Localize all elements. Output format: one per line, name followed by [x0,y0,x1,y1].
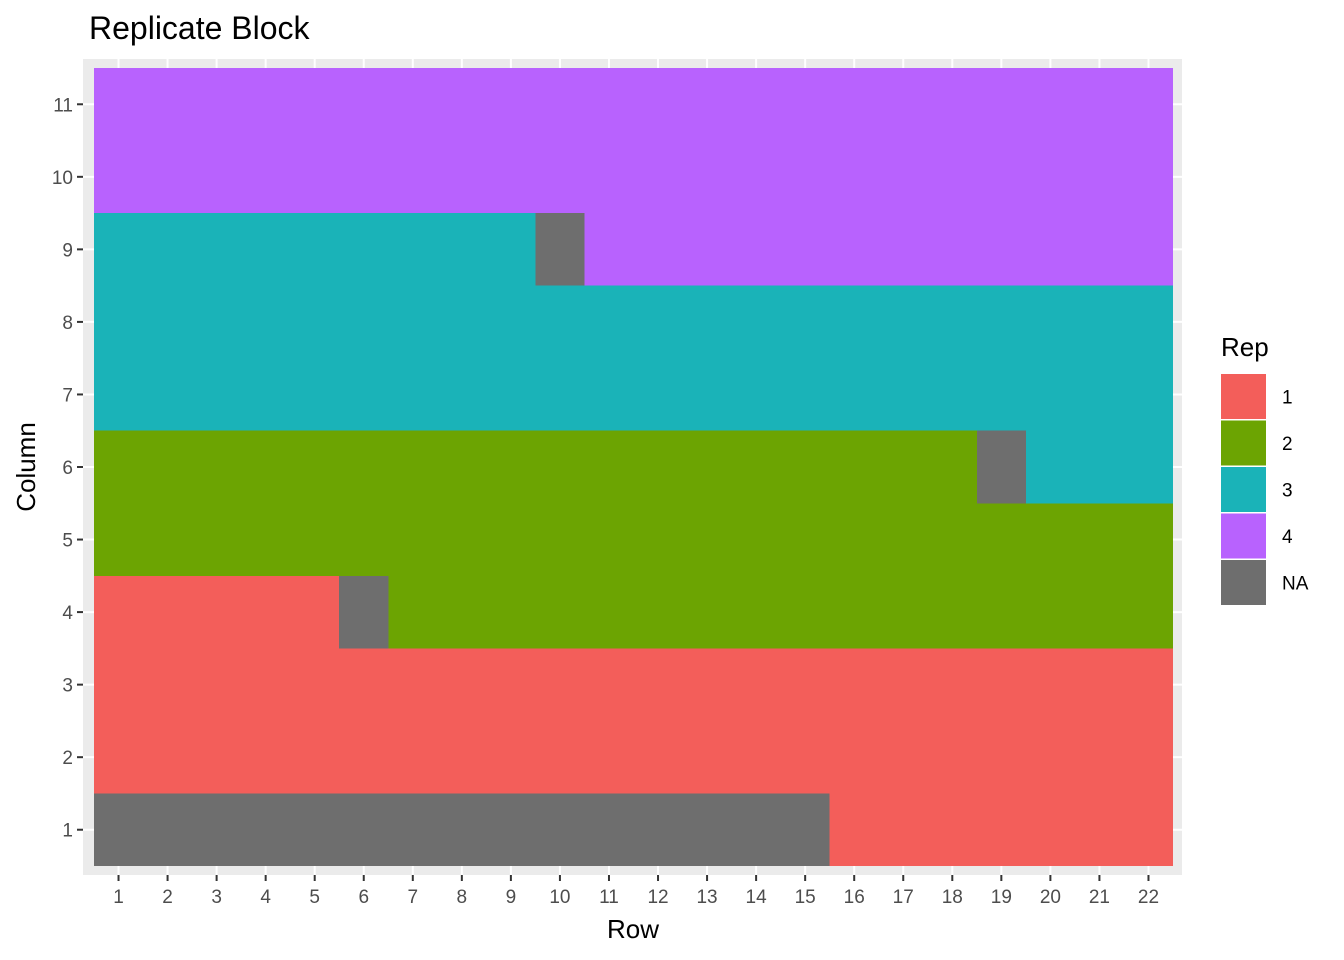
legend-label: 2 [1282,434,1293,455]
x-tick-label: 3 [211,887,222,908]
x-axis: 1 2 3 4 5 6 7 8 9 10 11 12 13 14 15 16 17 18 19 20 21 22 [113,875,1159,908]
x-tick-label: 17 [893,887,914,908]
legend-key-4 [1221,513,1266,559]
legend-label: 1 [1282,388,1293,409]
x-tick-label: 18 [942,887,963,908]
y-tick-label: 9 [62,240,73,261]
legend-label: 3 [1282,481,1293,502]
x-tick-label: 19 [991,887,1012,908]
heatmap-cell-rep-na [339,575,389,649]
legend: Rep 1 2 3 4 NA [1221,332,1309,605]
x-tick-label: 1 [113,887,124,908]
heatmap-cell-rep-na [94,793,830,866]
heatmap-cell-rep-3 [94,285,1173,359]
x-tick-label: 13 [696,887,717,908]
x-tick-label: 16 [844,887,865,908]
heatmap-cell-rep-3 [94,213,536,286]
heatmap-cell-rep-1 [94,720,1173,794]
y-tick-label: 10 [52,168,73,189]
x-tick-label: 5 [309,887,320,908]
x-axis-title: Row [607,914,659,944]
heatmap-cell-rep-3 [1025,430,1173,504]
legend-key-1 [1221,374,1266,419]
y-axis: 1 2 3 4 5 6 7 8 9 10 11 [52,95,83,842]
legend-key-2 [1221,420,1266,466]
heatmap-cell-rep-2 [94,503,1173,576]
chart-title: Replicate Block [89,10,311,46]
y-axis-title: Column [11,422,41,512]
heatmap-cell-rep-1 [94,648,1173,721]
legend-label: NA [1282,574,1309,595]
y-tick-label: 8 [62,313,73,334]
x-tick-label: 14 [746,887,768,908]
x-tick-label: 7 [408,887,419,908]
heatmap-cell-rep-4 [94,68,1173,141]
y-tick-label: 1 [62,821,73,842]
x-tick-label: 9 [506,887,517,908]
x-tick-label: 6 [358,887,369,908]
x-tick-label: 2 [162,887,173,908]
x-tick-label: 22 [1138,887,1159,908]
x-tick-label: 10 [549,887,570,908]
legend-title: Rep [1221,332,1269,362]
y-tick-label: 2 [62,748,73,769]
heatmap-cell-rep-4 [584,213,1173,286]
heatmap-cell-rep-na [535,213,585,286]
y-tick-label: 5 [62,531,73,552]
heatmap-cell-rep-2 [388,575,1174,649]
heatmap-cell-rep-4 [94,140,1173,214]
legend-key-na [1221,560,1266,605]
x-tick-label: 20 [1040,887,1061,908]
x-tick-label: 15 [795,887,816,908]
x-tick-label: 12 [647,887,668,908]
heatmap-cell-rep-1 [94,575,340,649]
y-tick-label: 7 [62,385,73,406]
y-tick-label: 11 [53,95,73,116]
heatmap-cells [94,68,1174,866]
legend-key-3 [1221,467,1266,512]
y-tick-label: 3 [62,676,73,697]
legend-label: 4 [1282,527,1293,548]
x-tick-label: 11 [599,887,619,908]
heatmap-cell-rep-1 [829,793,1173,866]
heatmap-cell-rep-3 [94,358,1173,431]
y-tick-label: 6 [62,458,73,479]
x-tick-label: 21 [1089,887,1110,908]
heatmap-cell-rep-2 [94,430,977,504]
x-tick-label: 8 [457,887,468,908]
x-tick-label: 4 [260,887,271,908]
y-tick-label: 4 [62,603,73,624]
heatmap-cell-rep-na [976,430,1026,504]
